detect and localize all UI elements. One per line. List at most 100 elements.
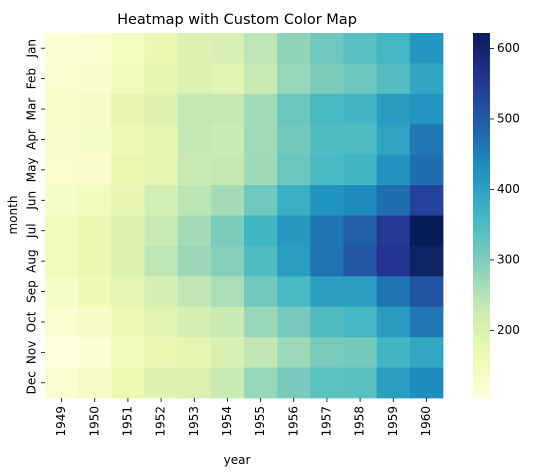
heatmap-cell-mar-1954 xyxy=(210,93,245,125)
y-tick-label: Aug xyxy=(25,249,39,272)
heatmap-cell-may-1956 xyxy=(277,154,311,186)
heatmap-cell-apr-1952 xyxy=(144,124,179,156)
heatmap-cell-jun-1955 xyxy=(244,185,278,216)
heatmap-cell-jul-1956 xyxy=(277,215,311,247)
heatmap-cell-jan-1950 xyxy=(78,33,112,64)
heatmap-cell-mar-1958 xyxy=(343,93,378,125)
heatmap-cell-dec-1956 xyxy=(277,367,311,399)
heatmap-cell-oct-1959 xyxy=(376,306,411,338)
heatmap-cell-dec-1950 xyxy=(78,367,112,399)
heatmap-cell-jul-1960 xyxy=(409,215,444,247)
heatmap-cell-sep-1959 xyxy=(376,276,411,308)
x-tick-label: 1959 xyxy=(386,406,400,437)
heatmap-cell-apr-1959 xyxy=(376,124,411,156)
y-tick-label: Feb xyxy=(25,68,39,89)
heatmap-cell-jun-1960 xyxy=(409,185,444,216)
heatmap-cells xyxy=(45,33,444,399)
heatmap-cell-dec-1959 xyxy=(376,367,411,399)
heatmap-cell-apr-1954 xyxy=(210,124,245,156)
heatmap-cell-nov-1955 xyxy=(244,337,278,368)
heatmap-cell-dec-1951 xyxy=(111,367,145,399)
heatmap-cell-jan-1956 xyxy=(277,33,311,64)
heatmap-cell-feb-1955 xyxy=(244,63,278,95)
heatmap-cell-apr-1949 xyxy=(45,124,79,156)
heatmap-cell-may-1950 xyxy=(78,154,112,186)
heatmap-cell-may-1958 xyxy=(343,154,378,186)
heatmap-cell-nov-1949 xyxy=(45,337,79,368)
heatmap-cell-feb-1949 xyxy=(45,63,79,95)
heatmap-cell-aug-1949 xyxy=(45,245,79,277)
heatmap-cell-nov-1956 xyxy=(277,337,311,368)
colorbar: 200 300 400 500 600 xyxy=(473,33,520,398)
heatmap-cell-may-1954 xyxy=(210,154,245,186)
heatmap-cell-apr-1958 xyxy=(343,124,378,156)
heatmap-cell-feb-1951 xyxy=(111,63,145,95)
heatmap-cell-sep-1960 xyxy=(409,276,444,308)
heatmap-cell-feb-1957 xyxy=(310,63,344,95)
heatmap-cell-jun-1957 xyxy=(310,185,344,216)
heatmap-cell-jan-1959 xyxy=(376,33,411,64)
heatmap-cell-dec-1957 xyxy=(310,367,344,399)
heatmap-cell-oct-1950 xyxy=(78,306,112,338)
heatmap-cell-sep-1950 xyxy=(78,276,112,308)
heatmap-cell-jul-1958 xyxy=(343,215,378,247)
heatmap-cell-may-1949 xyxy=(45,154,79,186)
colorbar-tick-label: 400 xyxy=(497,182,520,196)
x-tick-label: 1957 xyxy=(319,406,333,437)
heatmap-cell-mar-1950 xyxy=(78,93,112,125)
heatmap-cell-mar-1956 xyxy=(277,93,311,125)
heatmap-cell-jan-1954 xyxy=(210,33,245,64)
heatmap-cell-jul-1955 xyxy=(244,215,278,247)
heatmap-cell-nov-1953 xyxy=(177,337,212,368)
heatmap-cell-apr-1957 xyxy=(310,124,344,156)
heatmap-cell-jul-1954 xyxy=(210,215,245,247)
heatmap-cell-jun-1959 xyxy=(376,185,411,216)
heatmap-cell-aug-1958 xyxy=(343,245,378,277)
heatmap-cell-aug-1952 xyxy=(144,245,179,277)
x-tick-label: 1949 xyxy=(54,406,68,437)
chart-title: Heatmap with Custom Color Map xyxy=(117,12,357,28)
heatmap-cell-jun-1952 xyxy=(144,185,179,216)
y-tick-label: Sep xyxy=(25,280,39,303)
heatmap-cell-oct-1957 xyxy=(310,306,344,338)
heatmap-cell-nov-1957 xyxy=(310,337,344,368)
heatmap-cell-jun-1954 xyxy=(210,185,245,216)
heatmap-cell-apr-1960 xyxy=(409,124,444,156)
heatmap-cell-jan-1951 xyxy=(111,33,145,64)
heatmap-cell-aug-1950 xyxy=(78,245,112,277)
heatmap-cell-aug-1959 xyxy=(376,245,411,277)
y-tick-label: Jun xyxy=(25,191,39,211)
x-axis: 1949 1950 1951 1952 1953 1954 1955 1956 1957 1958… xyxy=(54,398,433,437)
heatmap-cell-mar-1955 xyxy=(244,93,278,125)
heatmap-cell-feb-1958 xyxy=(343,63,378,95)
heatmap-cell-jul-1952 xyxy=(144,215,179,247)
heatmap-cell-jun-1956 xyxy=(277,185,311,216)
heatmap-cell-jul-1957 xyxy=(310,215,344,247)
heatmap-cell-dec-1955 xyxy=(244,367,278,399)
heatmap-cell-oct-1953 xyxy=(177,306,212,338)
heatmap-cell-mar-1960 xyxy=(409,93,444,125)
y-tick-label: Mar xyxy=(25,98,39,121)
heatmap-cell-apr-1953 xyxy=(177,124,212,156)
heatmap-cell-apr-1951 xyxy=(111,124,145,156)
heatmap-cell-jan-1955 xyxy=(244,33,278,64)
heatmap-cell-jan-1960 xyxy=(409,33,444,64)
y-axis: Jan Feb Mar Apr May Jun Jul Aug Sep Oct Nov Dec xyxy=(25,39,45,394)
x-tick-label: 1951 xyxy=(120,406,134,437)
heatmap-cell-may-1957 xyxy=(310,154,344,186)
y-tick-label: Oct xyxy=(25,311,39,332)
heatmap-cell-jun-1953 xyxy=(177,185,212,216)
heatmap-cell-mar-1952 xyxy=(144,93,179,125)
heatmap-cell-mar-1959 xyxy=(376,93,411,125)
heatmap-cell-sep-1958 xyxy=(343,276,378,308)
y-axis-label: month xyxy=(6,196,20,235)
heatmap-cell-may-1951 xyxy=(111,154,145,186)
heatmap-cell-feb-1954 xyxy=(210,63,245,95)
heatmap-cell-jul-1950 xyxy=(78,215,112,247)
heatmap-cell-sep-1956 xyxy=(277,276,311,308)
heatmap-cell-may-1955 xyxy=(244,154,278,186)
heatmap-cell-feb-1956 xyxy=(277,63,311,95)
heatmap-cell-apr-1955 xyxy=(244,124,278,156)
heatmap-cell-oct-1954 xyxy=(210,306,245,338)
